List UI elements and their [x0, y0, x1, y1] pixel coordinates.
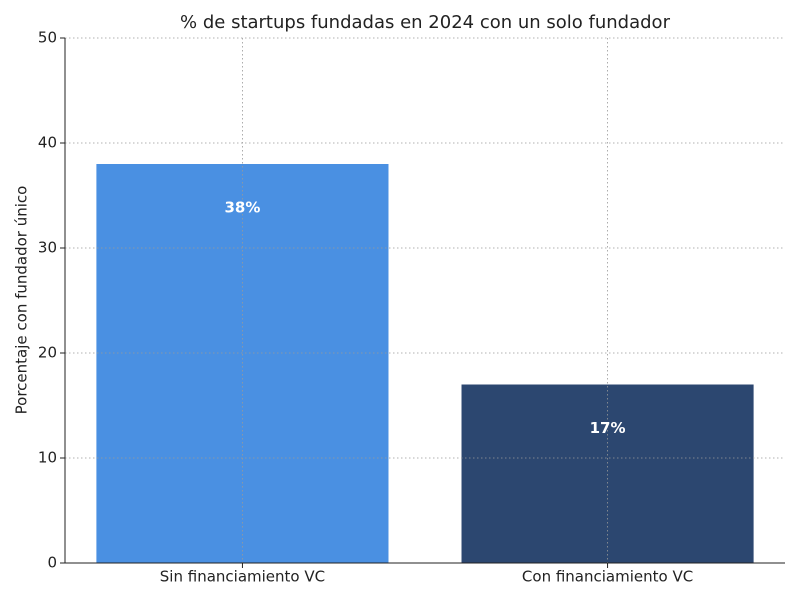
y-tick-label: 0: [47, 554, 57, 572]
y-tick-label: 20: [38, 344, 57, 362]
value-label: 38%: [224, 199, 260, 217]
y-tick-label: 40: [38, 134, 57, 152]
x-tick-label: Con financiamiento VC: [522, 568, 693, 586]
y-tick-label: 30: [38, 239, 57, 257]
chart-title: % de startups fundadas en 2024 con un so…: [180, 12, 671, 33]
y-axis-label: Porcentaje con fundador único: [13, 186, 31, 415]
value-label: 17%: [590, 419, 626, 437]
x-tick-label: Sin financiamiento VC: [160, 568, 325, 586]
y-tick-label: 10: [38, 449, 57, 467]
y-tick-label: 50: [38, 29, 57, 47]
